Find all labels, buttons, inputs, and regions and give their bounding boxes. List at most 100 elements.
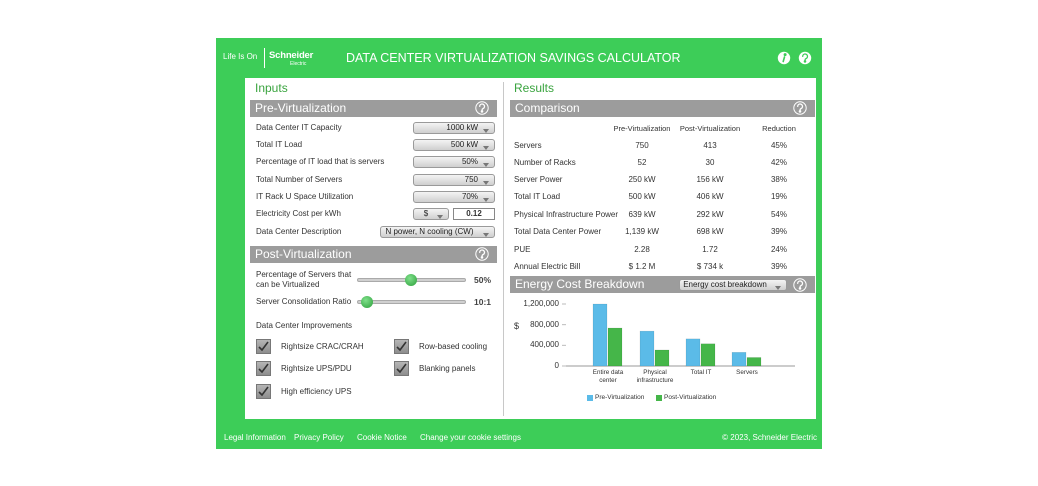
cell: 413 — [703, 141, 717, 150]
dropdown[interactable]: N power, N cooling (CW) — [380, 226, 495, 238]
cell: 30 — [705, 158, 715, 167]
cell: 45% — [770, 141, 787, 150]
cell: 156 kW — [696, 175, 724, 184]
y-tick-label: 0 — [554, 361, 559, 370]
checkbox[interactable] — [256, 339, 271, 354]
footer-link[interactable]: Legal Information — [224, 433, 286, 442]
row-label: Total Data Center Power — [514, 227, 602, 236]
cell: 19% — [770, 192, 787, 201]
slider-label: Server Consolidation Ratio — [256, 297, 352, 306]
row-label: PUE — [514, 245, 531, 254]
x-tick-label: Servers — [736, 369, 758, 376]
dropdown-arrow — [483, 230, 489, 237]
input-label: Data Center Description — [256, 227, 342, 236]
help-icon[interactable] — [793, 101, 807, 115]
logo-divider — [264, 48, 265, 68]
slider-thumb[interactable] — [405, 274, 417, 286]
x-tick-label: Total IT — [690, 369, 712, 376]
cell: 39% — [770, 227, 787, 236]
column-header: Pre-Virtualization — [613, 124, 671, 133]
cell: 24% — [770, 245, 787, 254]
column-header: Post-Virtualization — [679, 124, 741, 133]
app-title: DATA CENTER VIRTUALIZATION SAVINGS CALCU… — [346, 51, 681, 65]
row-label: Server Power — [514, 175, 563, 184]
cell: 1,139 kW — [625, 227, 659, 236]
y-tick-label: 1,200,000 — [523, 299, 559, 308]
cell: 54% — [770, 210, 787, 219]
dropdown-arrow — [775, 283, 781, 290]
dropdown[interactable]: 1000 kW — [413, 122, 495, 134]
checkbox-label: Rightsize CRAC/CRAH — [281, 342, 364, 351]
row-label: Number of Racks — [514, 158, 576, 167]
info-icon[interactable] — [777, 51, 791, 65]
divider — [503, 82, 504, 416]
results-heading: Results — [514, 81, 555, 95]
checkbox-label: High efficiency UPS — [281, 387, 352, 396]
column-header: Reduction — [762, 124, 796, 133]
cell: 52 — [637, 158, 647, 167]
chart-dropdown[interactable]: Energy cost breakdown — [679, 279, 787, 291]
unit-dropdown[interactable]: $ — [413, 208, 449, 220]
help-icon[interactable] — [793, 278, 807, 292]
section-header: Post-Virtualization — [250, 246, 497, 263]
checkbox-label: Blanking panels — [419, 364, 476, 373]
input-label: Total IT Load — [256, 140, 303, 149]
cell: 698 kW — [696, 227, 724, 236]
y-tick-label: 800,000 — [530, 319, 559, 329]
copyright: © 2023, Schneider Electric — [722, 433, 817, 442]
y-axis-label: $ — [514, 321, 520, 331]
footer-link[interactable]: Privacy Policy — [294, 433, 344, 442]
dropdown-arrow — [483, 126, 489, 133]
x-tick-label: Physical infrastructure — [636, 369, 674, 384]
section-header: Pre-Virtualization — [250, 100, 497, 117]
dropdown[interactable]: 750 — [413, 174, 495, 186]
inputs-heading: Inputs — [255, 81, 288, 95]
checkbox[interactable] — [256, 361, 271, 376]
footer-link[interactable]: Change your cookie settings — [420, 433, 521, 442]
brand: Life Is On — [223, 52, 258, 61]
dropdown[interactable]: 70% — [413, 191, 495, 203]
checkbox-label: Row-based cooling — [419, 342, 488, 351]
cell: 1.72 — [702, 245, 718, 254]
slider-value: 50% — [474, 275, 492, 285]
logo-sub: Electric — [290, 61, 307, 67]
input-label: Electricity Cost per kWh — [256, 209, 341, 218]
help-icon[interactable] — [475, 247, 489, 261]
logo: Schneider — [269, 50, 314, 61]
row-label: Physical Infrastructure Power — [514, 210, 619, 219]
value-field[interactable]: 0.12 — [453, 208, 495, 220]
slider-thumb[interactable] — [361, 296, 373, 308]
dropdown-arrow — [483, 160, 489, 167]
input-label: Data Center IT Capacity — [256, 123, 342, 132]
cell: $ 734 k — [696, 262, 724, 271]
cell: 38% — [770, 175, 787, 184]
help-icon[interactable] — [475, 101, 489, 115]
dropdown[interactable]: 50% — [413, 156, 495, 168]
checkbox[interactable] — [394, 339, 409, 354]
dropdown-arrow — [437, 212, 443, 219]
section-header: Comparison — [510, 100, 815, 117]
cell: 292 kW — [696, 210, 724, 219]
cell: 2.28 — [634, 245, 650, 254]
slider-value: 10:1 — [474, 297, 492, 307]
input-label: Total Number of Servers — [256, 175, 343, 184]
cell: 42% — [770, 158, 787, 167]
dropdown-arrow — [483, 143, 489, 150]
input-label: IT Rack U Space Utilization — [256, 192, 354, 201]
row-label: Total IT Load — [514, 192, 561, 201]
footer-link[interactable]: Cookie Notice — [357, 433, 407, 442]
checkbox[interactable] — [256, 384, 271, 399]
dropdown[interactable]: 500 kW — [413, 139, 495, 151]
dropdown-arrow — [483, 178, 489, 185]
y-tick-label: 400,000 — [530, 340, 559, 350]
checkbox-label: Rightsize UPS/PDU — [281, 364, 352, 373]
cell: 500 kW — [628, 192, 656, 201]
slider-track[interactable] — [357, 300, 466, 304]
row-label: Servers — [514, 141, 542, 150]
help-icon[interactable] — [798, 51, 812, 65]
checkbox[interactable] — [394, 361, 409, 376]
dropdown-arrow — [483, 195, 489, 202]
cell: 406 kW — [696, 192, 724, 201]
legend-label: Pre-Virtualization — [595, 394, 645, 401]
x-tick-label: Entire data center — [592, 369, 624, 384]
